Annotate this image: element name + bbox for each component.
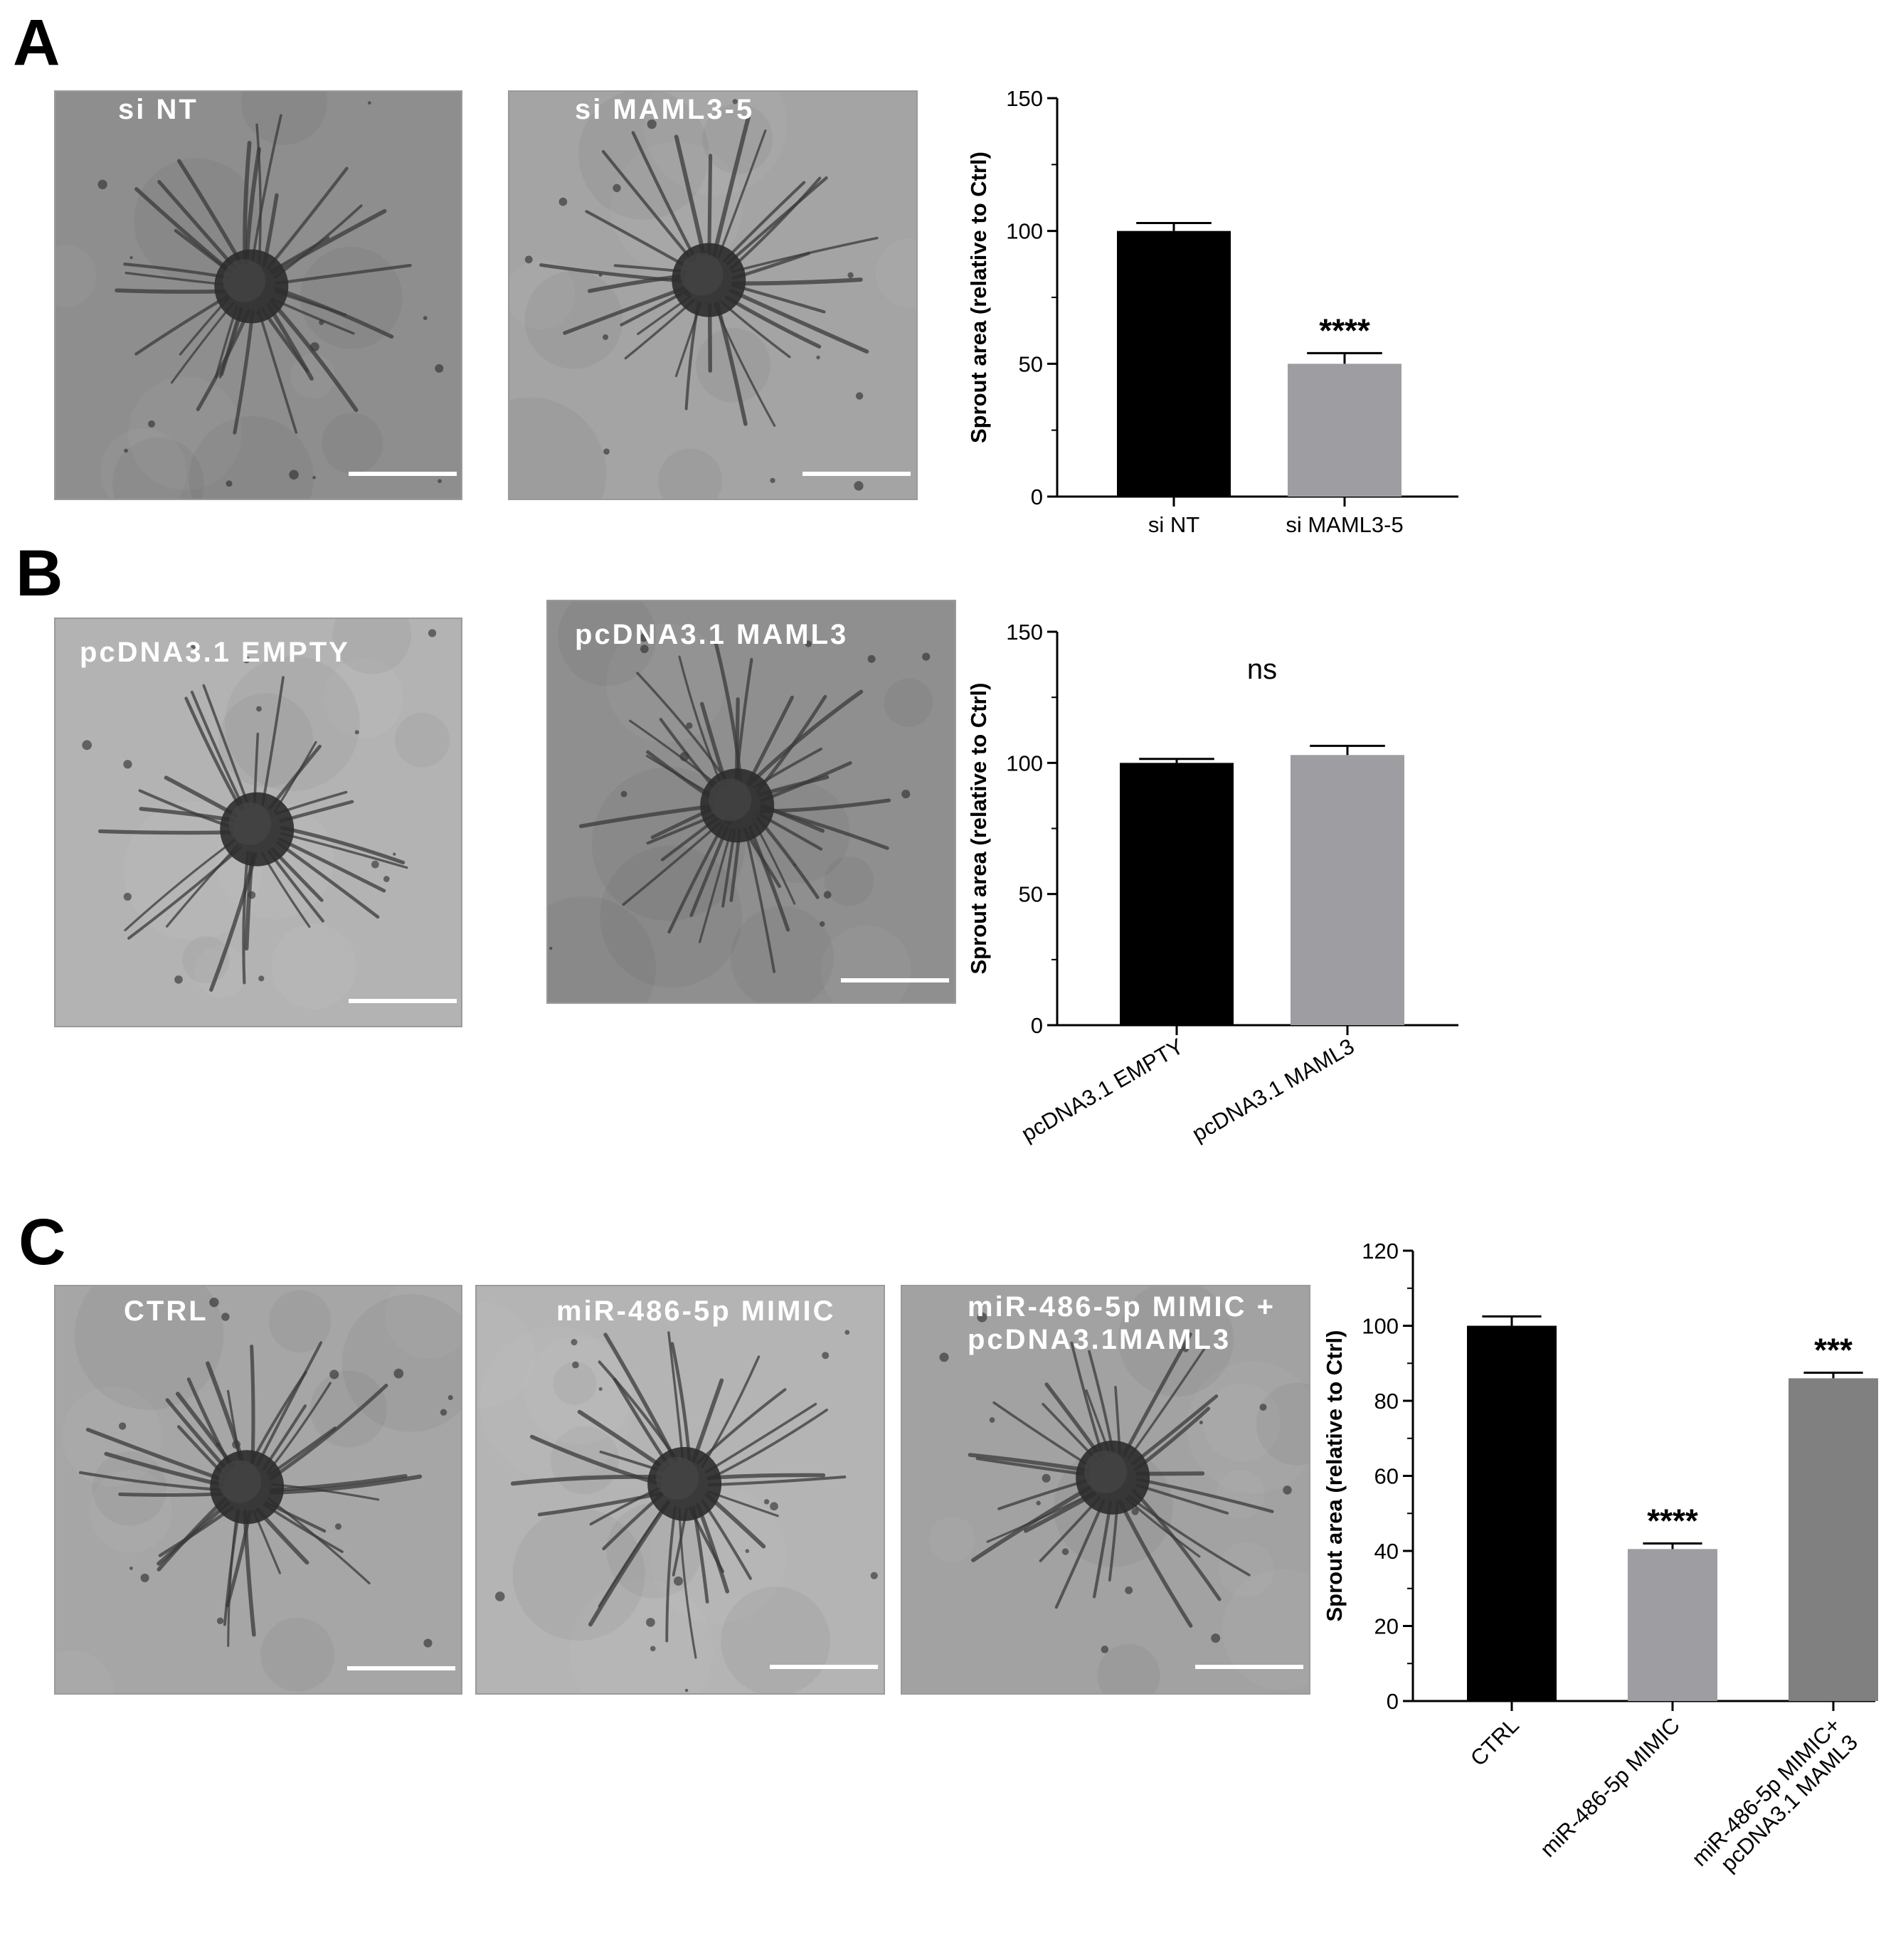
y-tick-label: 20 — [1374, 1614, 1399, 1639]
y-axis-label: Sprout area (relative to Ctrl) — [966, 683, 991, 975]
x-tick-label: CTRL — [1466, 1712, 1524, 1771]
y-tick-label: 100 — [1006, 751, 1043, 775]
y-axis-label: Sprout area (relative to Ctrl) — [1322, 1330, 1347, 1622]
x-tick-label: pcDNA3.1 MAML3 — [1188, 1034, 1359, 1147]
micrograph-ctrl: CTRL — [54, 1285, 462, 1695]
spheroid-image — [55, 1286, 461, 1693]
micrograph-pcdna-empty: pcDNA3.1 EMPTY — [54, 618, 462, 1027]
micrograph-pcdna-maml3: pcDNA3.1 MAML3 — [546, 600, 956, 1004]
spheroid-image — [477, 1286, 884, 1693]
y-tick-label: 120 — [1362, 1239, 1399, 1264]
scale-bar — [349, 999, 457, 1003]
y-tick-label: 100 — [1362, 1314, 1399, 1339]
spheroid-image — [548, 601, 955, 1002]
y-tick-label: 150 — [1006, 620, 1043, 645]
panel-letter-b: B — [16, 537, 63, 610]
x-tick-label: miR-486-5p MIMIC — [1535, 1712, 1685, 1862]
micrograph-si-nt: si NT — [54, 90, 462, 500]
x-tick-label: si NT — [1148, 512, 1199, 537]
bar — [1288, 364, 1402, 497]
y-tick-label: 40 — [1374, 1539, 1399, 1564]
comparison-label: ns — [1247, 654, 1277, 685]
y-tick-label: 0 — [1387, 1689, 1399, 1714]
panel-letter-a: A — [13, 6, 60, 79]
y-tick-label: 50 — [1019, 351, 1043, 376]
bar — [1291, 755, 1404, 1025]
spheroid-image — [902, 1286, 1309, 1693]
spheroid-image — [55, 92, 461, 499]
y-tick-label: 100 — [1006, 219, 1043, 244]
scale-bar — [841, 978, 949, 982]
significance-label: *** — [1814, 1331, 1853, 1368]
y-axis-label: Sprout area (relative to Ctrl) — [966, 152, 991, 443]
significance-label: **** — [1319, 312, 1370, 349]
micrograph-label: pcDNA3.1 MAML3 — [575, 619, 849, 650]
scale-bar — [770, 1665, 878, 1669]
micrograph-si-maml3-5: si MAML3-5 — [508, 90, 918, 500]
y-tick-label: 150 — [1006, 86, 1043, 111]
micrograph-mimic-maml3: miR-486-5p MIMIC + pcDNA3.1MAML3 — [901, 1285, 1310, 1695]
x-tick-label: si MAML3-5 — [1286, 512, 1403, 537]
bar — [1467, 1325, 1557, 1701]
x-tick-label: miR-486-5p MIMIC+pcDNA3.1 MAML3 — [1687, 1712, 1863, 1888]
micrograph-mimic: miR-486-5p MIMIC — [475, 1285, 885, 1695]
bar — [1120, 763, 1234, 1025]
scale-bar — [347, 1666, 455, 1670]
micrograph-label: miR-486-5p MIMIC — [556, 1296, 836, 1327]
y-tick-label: 60 — [1374, 1464, 1399, 1489]
bar — [1628, 1549, 1717, 1701]
micrograph-label: CTRL — [124, 1296, 208, 1327]
scale-bar — [802, 472, 911, 476]
micrograph-label: pcDNA3.1 EMPTY — [80, 637, 350, 668]
panel-letter-c: C — [18, 1206, 66, 1278]
scale-bar — [349, 472, 457, 476]
x-tick-label: pcDNA3.1 EMPTY — [1017, 1034, 1188, 1147]
spheroid-image — [509, 92, 916, 499]
micrograph-label: si MAML3-5 — [575, 94, 755, 125]
bar — [1789, 1378, 1878, 1701]
scale-bar — [1195, 1665, 1303, 1669]
micrograph-label: si NT — [118, 94, 198, 125]
y-tick-label: 0 — [1031, 484, 1043, 509]
y-tick-label: 50 — [1019, 882, 1043, 907]
y-tick-label: 80 — [1374, 1389, 1399, 1414]
bar — [1117, 231, 1231, 497]
spheroid-image — [55, 619, 461, 1026]
y-tick-label: 0 — [1031, 1013, 1043, 1038]
micrograph-label: miR-486-5p MIMIC + pcDNA3.1MAML3 — [968, 1291, 1276, 1355]
significance-label: **** — [1647, 1502, 1698, 1539]
